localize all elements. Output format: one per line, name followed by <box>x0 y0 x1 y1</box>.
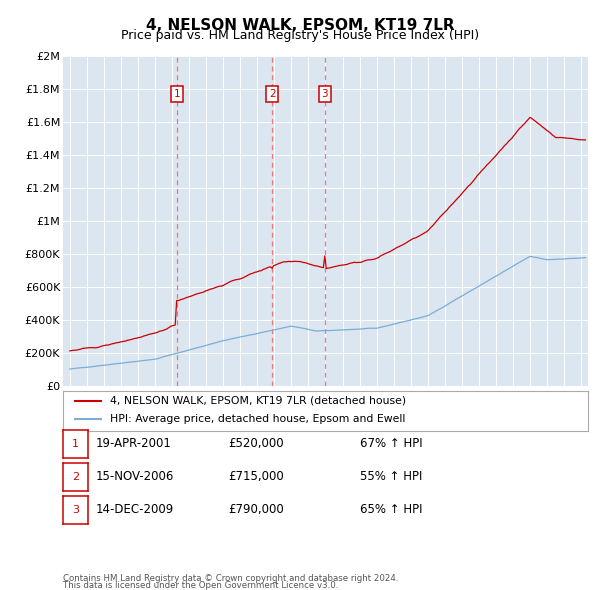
Text: £715,000: £715,000 <box>228 470 284 483</box>
Text: 65% ↑ HPI: 65% ↑ HPI <box>360 503 422 516</box>
Text: Contains HM Land Registry data © Crown copyright and database right 2024.: Contains HM Land Registry data © Crown c… <box>63 574 398 583</box>
Text: 55% ↑ HPI: 55% ↑ HPI <box>360 470 422 483</box>
Text: 67% ↑ HPI: 67% ↑ HPI <box>360 437 422 450</box>
Text: 2: 2 <box>269 89 275 99</box>
Text: 15-NOV-2006: 15-NOV-2006 <box>96 470 175 483</box>
Text: 3: 3 <box>72 505 79 514</box>
Text: 4, NELSON WALK, EPSOM, KT19 7LR: 4, NELSON WALK, EPSOM, KT19 7LR <box>146 18 454 32</box>
Text: HPI: Average price, detached house, Epsom and Ewell: HPI: Average price, detached house, Epso… <box>110 414 406 424</box>
Text: £790,000: £790,000 <box>228 503 284 516</box>
Text: 3: 3 <box>322 89 328 99</box>
Text: 4, NELSON WALK, EPSOM, KT19 7LR (detached house): 4, NELSON WALK, EPSOM, KT19 7LR (detache… <box>110 396 406 405</box>
Text: Price paid vs. HM Land Registry's House Price Index (HPI): Price paid vs. HM Land Registry's House … <box>121 29 479 42</box>
Text: 1: 1 <box>72 439 79 448</box>
Text: 2: 2 <box>72 472 79 481</box>
Text: 1: 1 <box>174 89 181 99</box>
Text: This data is licensed under the Open Government Licence v3.0.: This data is licensed under the Open Gov… <box>63 581 338 590</box>
Text: 14-DEC-2009: 14-DEC-2009 <box>96 503 174 516</box>
Text: £520,000: £520,000 <box>228 437 284 450</box>
Text: 19-APR-2001: 19-APR-2001 <box>96 437 172 450</box>
